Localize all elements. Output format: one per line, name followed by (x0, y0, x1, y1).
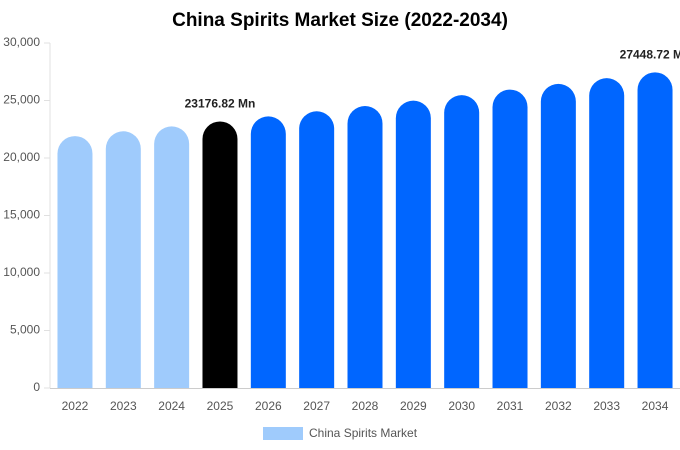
bar (105, 131, 141, 388)
bar (637, 72, 673, 388)
x-tick-label: 2034 (642, 399, 669, 413)
x-tick-label: 2025 (207, 399, 234, 413)
y-tick-label: 10,000 (3, 265, 40, 279)
bar (299, 111, 335, 388)
y-tick-label: 15,000 (3, 208, 40, 222)
x-tick-label: 2023 (110, 399, 137, 413)
bar (154, 126, 190, 389)
bar (492, 89, 528, 388)
y-tick-label: 5,000 (10, 323, 40, 337)
bar (347, 105, 383, 388)
chart-title: China Spirits Market Size (2022-2034) (172, 10, 508, 31)
bar (395, 100, 431, 389)
y-tick-label: 20,000 (3, 150, 40, 164)
bar (540, 83, 576, 388)
legend-swatch (263, 427, 303, 440)
y-tick-label: 25,000 (3, 93, 40, 107)
x-tick-label: 2033 (593, 399, 620, 413)
x-tick-label: 2026 (255, 399, 282, 413)
bar (444, 95, 480, 388)
x-tick-label: 2030 (448, 399, 475, 413)
data-label: 27448.72 Mn (620, 48, 680, 62)
bar (202, 121, 238, 389)
x-tick-label: 2027 (303, 399, 330, 413)
bar (57, 136, 93, 388)
x-tick-label: 2022 (62, 399, 89, 413)
bar (589, 78, 625, 388)
data-label: 23176.82 Mn (185, 97, 256, 111)
x-tick-label: 2024 (158, 399, 185, 413)
x-tick-label: 2028 (352, 399, 379, 413)
legend-label: China Spirits Market (309, 426, 418, 440)
bar (250, 116, 286, 389)
x-tick-label: 2029 (400, 399, 427, 413)
x-tick-label: 2031 (497, 399, 524, 413)
y-tick-label: 30,000 (3, 35, 40, 49)
x-tick-label: 2032 (545, 399, 572, 413)
y-tick-label: 0 (33, 380, 40, 394)
